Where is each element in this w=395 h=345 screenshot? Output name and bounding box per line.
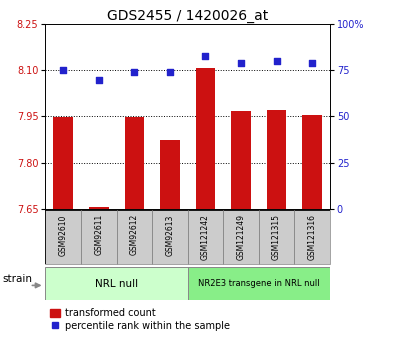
Text: NRL null: NRL null (95, 279, 138, 289)
Text: GSM121242: GSM121242 (201, 214, 210, 260)
Point (60, 68, 66, 73)
Bar (294, 210, 330, 264)
Bar (267, 110, 286, 209)
Bar (188, 210, 223, 264)
Bar (302, 115, 322, 209)
Bar (188, 267, 330, 300)
Bar (160, 139, 180, 209)
Point (273, 58, 280, 64)
Bar (223, 210, 259, 264)
Point (238, 60, 244, 66)
Bar (45, 210, 81, 264)
Legend: transformed count, percentile rank within the sample: transformed count, percentile rank withi… (50, 308, 230, 331)
Bar (231, 111, 251, 209)
Text: GSM121315: GSM121315 (272, 214, 281, 260)
Bar (89, 207, 109, 209)
Point (96, 77, 102, 82)
Bar (45, 267, 188, 300)
Bar (117, 210, 152, 264)
Title: GDS2455 / 1420026_at: GDS2455 / 1420026_at (107, 9, 268, 23)
Point (167, 69, 173, 75)
Bar (196, 68, 215, 209)
Point (202, 53, 209, 58)
Bar (53, 117, 73, 209)
Text: GSM121249: GSM121249 (237, 214, 245, 260)
Text: NR2E3 transgene in NRL null: NR2E3 transgene in NRL null (198, 279, 320, 288)
Point (309, 60, 315, 66)
Text: GSM92613: GSM92613 (166, 214, 174, 256)
Bar (259, 210, 294, 264)
Point (131, 69, 137, 75)
Text: GSM92610: GSM92610 (59, 214, 68, 256)
Bar (152, 210, 188, 264)
Text: GSM92612: GSM92612 (130, 214, 139, 255)
Text: GSM121316: GSM121316 (308, 214, 316, 260)
Text: GSM92611: GSM92611 (94, 214, 103, 255)
Bar (81, 210, 117, 264)
Text: strain: strain (2, 274, 32, 284)
Bar (124, 117, 144, 209)
